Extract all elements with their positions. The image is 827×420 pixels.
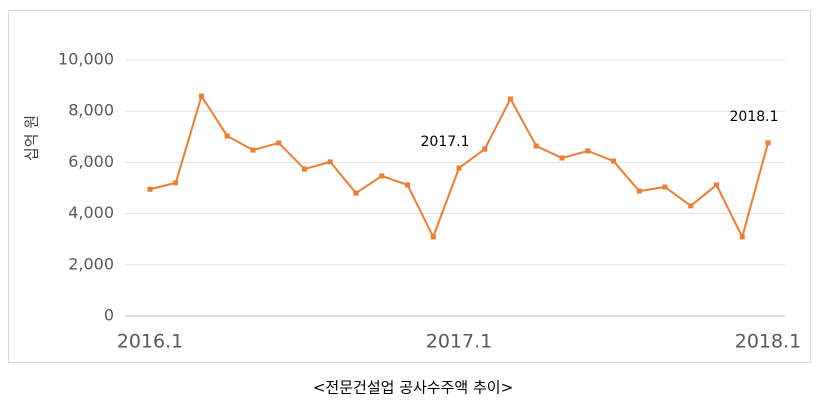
point — [430, 234, 436, 240]
y-tick-label: 2,000 — [68, 254, 114, 273]
point — [302, 166, 307, 172]
y-tick-label: 0 — [104, 306, 114, 325]
point — [224, 133, 230, 139]
y-tick-label: 6,000 — [68, 152, 114, 171]
point — [250, 147, 256, 153]
x-tick-label: 2016.1 — [117, 331, 183, 353]
point — [533, 143, 539, 149]
point — [765, 140, 771, 146]
annotation: 2018.1 — [730, 109, 779, 125]
point — [508, 96, 513, 102]
point — [611, 158, 616, 164]
point — [688, 203, 694, 209]
point — [585, 148, 591, 154]
point — [173, 180, 179, 186]
point — [147, 186, 153, 192]
point — [276, 140, 282, 146]
point — [327, 159, 333, 165]
y-tick-label: 4,000 — [68, 203, 114, 222]
point — [405, 182, 410, 188]
y-tick-label: 10,000 — [58, 50, 114, 69]
x-tick-label: 2018.1 — [735, 331, 801, 353]
point — [353, 190, 359, 196]
y-tick-label: 8,000 — [68, 101, 114, 120]
point — [739, 234, 745, 240]
point — [379, 173, 385, 179]
annotation: 2017.1 — [421, 134, 470, 150]
point — [559, 155, 565, 161]
point — [199, 93, 204, 99]
point — [636, 188, 642, 194]
point — [662, 184, 668, 190]
point — [714, 182, 719, 188]
caption: <전문건설업 공사수주액 추이> — [313, 379, 513, 397]
x-tick-label: 2017.1 — [426, 331, 492, 353]
point — [456, 165, 462, 171]
y-axis-label: 십억 원 — [23, 115, 41, 161]
point — [482, 146, 488, 152]
